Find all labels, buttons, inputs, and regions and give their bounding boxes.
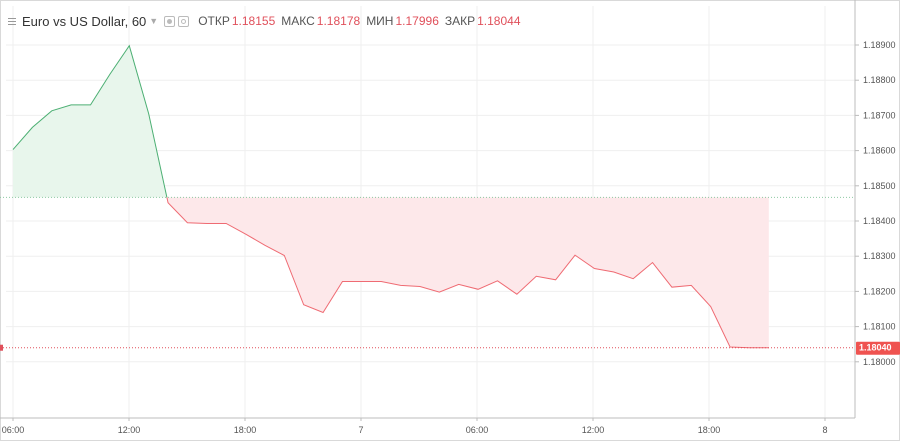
data-point xyxy=(361,281,362,282)
data-point xyxy=(206,223,207,224)
last-price-label: 1.18040 xyxy=(859,343,892,353)
close-value: 1.18044 xyxy=(477,14,521,28)
y-tick-label: 1.18400 xyxy=(863,216,896,226)
data-point xyxy=(400,285,401,286)
y-tick-label: 1.18200 xyxy=(863,286,896,296)
open-label: ОТКР xyxy=(198,14,230,28)
close-label: ЗАКР xyxy=(444,14,476,28)
y-tick-label: 1.18800 xyxy=(863,75,896,85)
left-price-marker xyxy=(0,344,3,351)
gear-icon[interactable] xyxy=(178,15,190,27)
data-point xyxy=(671,287,672,288)
data-point xyxy=(226,223,227,224)
high-label: МАКС xyxy=(281,14,315,28)
data-point xyxy=(710,306,711,307)
y-tick-label: 1.18000 xyxy=(863,357,896,367)
data-point xyxy=(129,45,130,46)
chart-header: Euro vs US Dollar, 60 ▼ ОТКР 1.18155 МАК… xyxy=(8,11,521,31)
series-line-up xyxy=(12,44,168,198)
x-tick-label: 18:00 xyxy=(234,425,257,435)
y-tick-label: 1.18100 xyxy=(863,322,896,332)
data-point xyxy=(90,104,91,105)
y-tick-label: 1.18300 xyxy=(863,251,896,261)
data-point xyxy=(342,281,343,282)
symbol-title[interactable]: Euro vs US Dollar, 60 xyxy=(22,13,147,29)
data-point xyxy=(633,278,634,279)
data-point xyxy=(536,276,537,277)
eye-icon[interactable] xyxy=(164,15,176,27)
data-point xyxy=(749,347,750,348)
menu-icon[interactable] xyxy=(8,16,16,27)
y-tick-label: 1.18700 xyxy=(863,110,896,120)
data-point xyxy=(613,271,614,272)
open-value: 1.18155 xyxy=(231,14,276,28)
series-line-down xyxy=(166,197,769,349)
data-point xyxy=(516,294,517,295)
data-point xyxy=(303,304,304,305)
data-point xyxy=(594,268,595,269)
data-point xyxy=(187,222,188,223)
data-point xyxy=(12,149,13,150)
x-tick-label: 8 xyxy=(822,425,827,435)
x-tick-label: 12:00 xyxy=(582,425,605,435)
data-point xyxy=(51,110,52,111)
data-point xyxy=(574,255,575,256)
data-point xyxy=(148,113,149,114)
data-point xyxy=(419,286,420,287)
chevron-down-icon[interactable]: ▼ xyxy=(149,16,159,26)
data-point xyxy=(32,127,33,128)
data-point xyxy=(458,284,459,285)
data-point xyxy=(322,312,323,313)
high-value: 1.18178 xyxy=(316,14,361,28)
data-point xyxy=(245,233,246,234)
data-point xyxy=(497,280,498,281)
area-fill-down xyxy=(166,197,769,348)
y-tick-label: 1.18600 xyxy=(863,146,896,156)
x-tick-label: 7 xyxy=(358,425,363,435)
x-tick-label: 12:00 xyxy=(118,425,141,435)
y-tick-label: 1.18500 xyxy=(863,181,896,191)
data-point xyxy=(555,279,556,280)
data-point xyxy=(652,262,653,263)
x-tick-label: 18:00 xyxy=(698,425,721,435)
data-point xyxy=(71,104,72,105)
data-point xyxy=(109,74,110,75)
x-tick-label: 06:00 xyxy=(2,425,25,435)
data-point xyxy=(691,285,692,286)
x-tick-label: 06:00 xyxy=(466,425,489,435)
data-point xyxy=(264,245,265,246)
data-point xyxy=(284,255,285,256)
y-tick-label: 1.18900 xyxy=(863,40,896,50)
data-point xyxy=(381,281,382,282)
low-label: МИН xyxy=(366,14,394,28)
data-point xyxy=(478,289,479,290)
last-price-badge xyxy=(856,341,900,355)
data-point xyxy=(439,292,440,293)
data-point xyxy=(167,202,168,203)
area-fill-up xyxy=(13,45,167,198)
low-value: 1.17996 xyxy=(395,14,439,28)
